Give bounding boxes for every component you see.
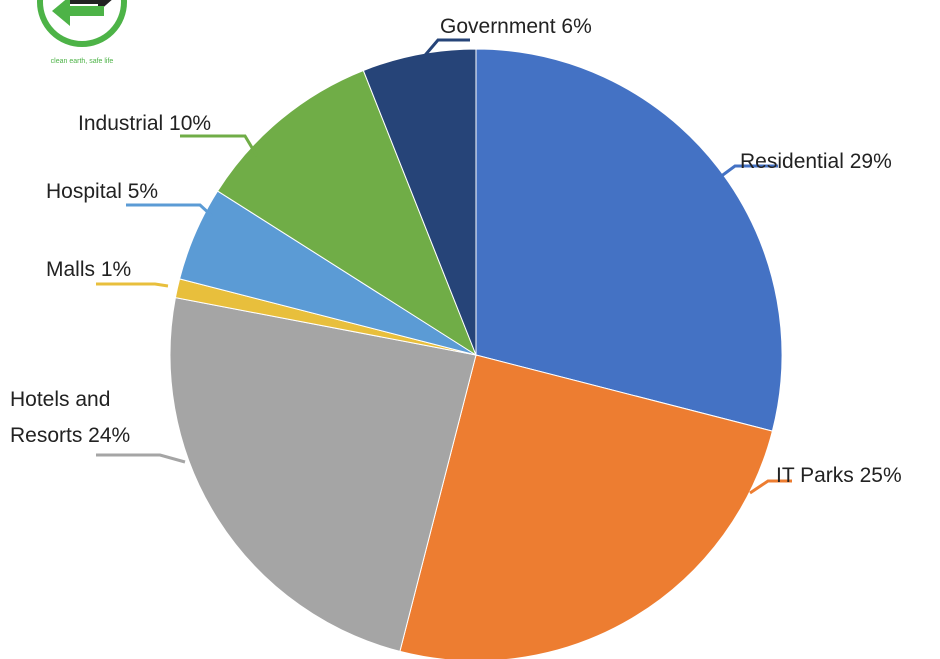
leader-line-residential [715,164,778,182]
logo-tagline: clean earth, safe life [51,58,114,65]
pie-slice-government [362,48,477,356]
leader-line-government [419,38,470,61]
data-labels: Government 6% Residential 29% IT Parks 2… [10,15,902,487]
pie-slice-hotels-and-resorts [169,297,477,652]
leader-line-industrial [180,134,259,157]
leader-line-it-parks [749,479,792,495]
label-government: Government 6% [440,15,592,38]
label-industrial: Industrial 10% [78,112,211,135]
pie-slice-it-parks [399,354,773,659]
pie-slice-residential [475,48,783,432]
label-hotels-line-2: Resorts 24% [10,424,130,447]
label-hotels: Hotels and Resorts 24% [10,388,130,447]
leader-line-malls [96,282,169,288]
label-hospital: Hospital 5% [46,180,158,203]
leader-lines [96,38,792,495]
logo: clean earth, safe life [37,0,127,65]
pie-slice-industrial [216,69,478,357]
pie-slices [169,48,783,659]
label-hotels-line-1: Hotels and [10,388,110,411]
label-residential: Residential 29% [740,150,892,173]
logo-green-arrow-icon [52,0,104,26]
leader-line-hospital [126,203,214,218]
label-it-parks: IT Parks 25% [776,464,902,487]
label-malls: Malls 1% [46,258,131,281]
leader-line-hotels [96,453,186,464]
